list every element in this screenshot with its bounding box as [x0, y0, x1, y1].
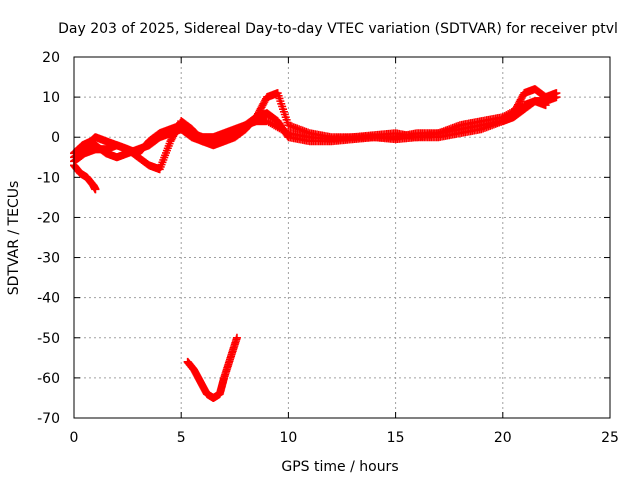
y-tick-labels: -70 -60 -50 -40 -30 -20 -10 0 10 20 — [37, 50, 60, 427]
y-tick-label: -20 — [37, 210, 60, 226]
y-tick-label: -40 — [37, 291, 60, 307]
x-tick-labels: 0 5 10 15 20 25 — [70, 430, 619, 446]
series-trace-2 — [70, 85, 561, 174]
data-point — [91, 185, 100, 194]
plot-frame — [73, 56, 611, 419]
y-tick-label: -10 — [37, 170, 60, 186]
x-axis-label: GPS time / hours — [281, 459, 398, 475]
x-tick-label: 0 — [70, 430, 79, 446]
y-tick-label: -50 — [37, 331, 60, 347]
y-tick-label: -60 — [37, 371, 60, 387]
y-tick-label: 20 — [42, 50, 60, 66]
y-tick-label: 0 — [51, 130, 60, 146]
data-point — [282, 128, 291, 137]
y-tick-label: -30 — [37, 251, 60, 267]
x-tick-label: 25 — [601, 430, 619, 446]
x-tick-label: 5 — [177, 430, 186, 446]
data-point — [232, 333, 241, 342]
data-markers — [70, 85, 561, 402]
chart-title: Day 203 of 2025, Sidereal Day-to-day VTE… — [58, 21, 618, 37]
x-tick-label: 20 — [494, 430, 512, 446]
x-tick-label: 15 — [387, 430, 405, 446]
series-trace-4 — [70, 97, 550, 162]
data-point — [541, 101, 550, 110]
x-tick-label: 10 — [279, 430, 297, 446]
series-trace-5 — [183, 333, 241, 402]
grid — [74, 57, 610, 418]
y-tick-label: -70 — [37, 411, 60, 427]
y-axis-label: SDTVAR / TECUs — [6, 181, 22, 296]
data-point — [552, 89, 561, 98]
y-tick-label: 10 — [42, 90, 60, 106]
tick-marks — [73, 56, 611, 419]
series-trace-3 — [70, 161, 100, 194]
